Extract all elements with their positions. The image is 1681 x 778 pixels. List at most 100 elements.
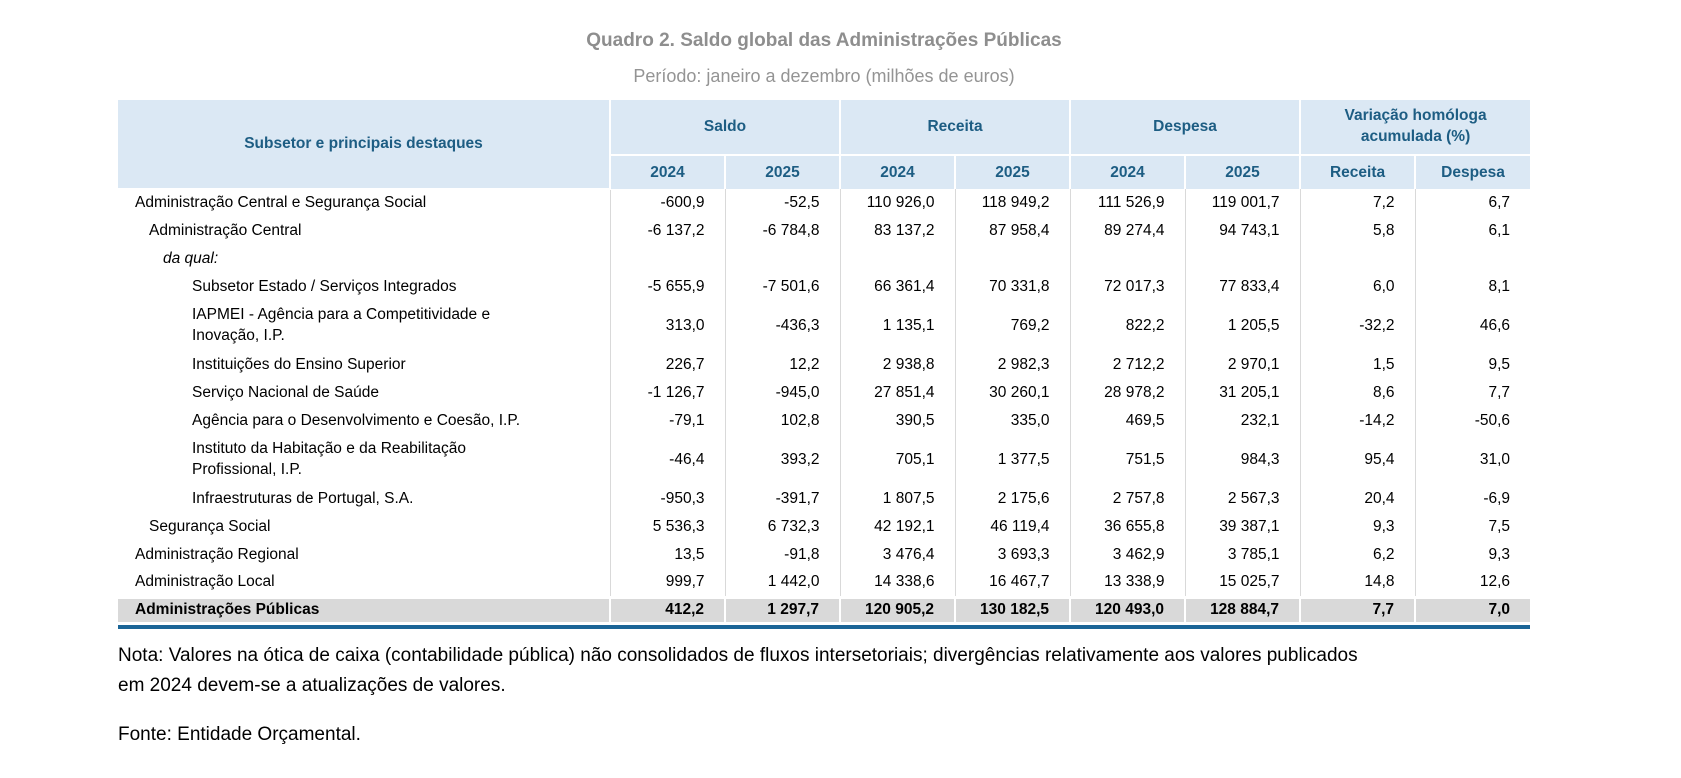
cell-value: 335,0: [955, 407, 1071, 435]
cell-value: 2 970,1: [1185, 351, 1301, 379]
cell-value: -6 137,2: [610, 217, 726, 245]
cell-value: 1 205,5: [1185, 301, 1301, 351]
saldo-global-table: Subsetor e principais destaques Saldo Re…: [118, 100, 1531, 622]
table-row: Administração Central -6 137,2 -6 784,8 83 …: [118, 217, 1531, 245]
table-subtitle: Período: janeiro a dezembro (milhões de …: [633, 66, 1015, 86]
cell-value: 412,2: [610, 595, 726, 622]
group-saldo: Saldo: [610, 100, 842, 156]
despesa-2025-header: 2025: [1185, 155, 1302, 189]
table-bottom-rule: [118, 625, 1530, 629]
cell-value: 1 135,1: [840, 301, 956, 351]
header-group-row: Subsetor e principais destaques Saldo Re…: [118, 100, 1531, 190]
cell-value: 6,0: [1300, 273, 1416, 301]
cell-value: -32,2: [1300, 301, 1416, 351]
cell-value: 7,7: [1300, 595, 1417, 622]
cell-value: 8,6: [1300, 379, 1416, 407]
cell-value: 7,7: [1415, 379, 1531, 407]
cell-value: 77 833,4: [1185, 273, 1301, 301]
group-despesa: Despesa: [1070, 100, 1302, 156]
table-header: Subsetor e principais destaques Saldo Re…: [118, 100, 1531, 190]
cell-value: 111 526,9: [1070, 189, 1186, 217]
table-row: Administração Regional 13,5 -91,8 3 476,4 3 …: [118, 541, 1531, 569]
cell-value: 128 884,7: [1185, 595, 1302, 622]
cell-value: 14,8: [1300, 569, 1416, 597]
cell-value: 15 025,7: [1185, 569, 1301, 597]
cell-value: 39 387,1: [1185, 513, 1301, 541]
cell-value: 110 926,0: [840, 189, 956, 217]
cell-value: -52,5: [725, 189, 841, 217]
cell-value: 769,2: [955, 301, 1071, 351]
cell-value: 13 338,9: [1070, 569, 1186, 597]
cell-value: 1 377,5: [955, 435, 1071, 485]
cell-value: 822,2: [1070, 301, 1186, 351]
cell-value: 3 785,1: [1185, 541, 1301, 569]
table-row: Segurança Social 5 536,3 6 732,3 42 192,1 46…: [118, 513, 1531, 541]
cell-value: [725, 245, 841, 273]
table-row: Instituições do Ensino Superior 226,7 12,2…: [118, 351, 1531, 379]
cell-value: 5,8: [1300, 217, 1416, 245]
cell-value: 390,5: [840, 407, 956, 435]
cell-value: 9,5: [1415, 351, 1531, 379]
cell-value: 6,1: [1415, 217, 1531, 245]
cell-value: -46,4: [610, 435, 726, 485]
total-row: Administrações Públicas 412,2 1 297,7 120 9…: [118, 595, 1531, 622]
corner-header: Subsetor e principais destaques: [118, 100, 611, 190]
saldo-2025-header: 2025: [725, 155, 842, 189]
cell-value: 87 958,4: [955, 217, 1071, 245]
row-label: Segurança Social: [118, 513, 611, 541]
cell-value: -600,9: [610, 189, 726, 217]
cell-value: 14 338,6: [840, 569, 956, 597]
cell-value: 9,3: [1300, 513, 1416, 541]
cell-value: -1 126,7: [610, 379, 726, 407]
cell-value: 36 655,8: [1070, 513, 1186, 541]
cell-value: 3 462,9: [1070, 541, 1186, 569]
row-label: Administração Local: [118, 569, 611, 597]
cell-value: 30 260,1: [955, 379, 1071, 407]
cell-value: 6,7: [1415, 189, 1531, 217]
table-row: Instituto da Habitação e da Reabilitação…: [118, 435, 1531, 485]
receita-2025-header: 2025: [955, 155, 1072, 189]
row-label: Administrações Públicas: [118, 595, 611, 622]
cell-value: 102,8: [725, 407, 841, 435]
cell-value: -91,8: [725, 541, 841, 569]
cell-value: 72 017,3: [1070, 273, 1186, 301]
cell-value: 2 175,6: [955, 485, 1071, 513]
cell-value: 226,7: [610, 351, 726, 379]
cell-value: -6 784,8: [725, 217, 841, 245]
cell-value: 3 693,3: [955, 541, 1071, 569]
cell-value: 42 192,1: [840, 513, 956, 541]
cell-value: -14,2: [1300, 407, 1416, 435]
cell-value: 119 001,7: [1185, 189, 1301, 217]
cell-value: 7,0: [1415, 595, 1531, 622]
cell-value: 3 476,4: [840, 541, 956, 569]
cell-value: 1 442,0: [725, 569, 841, 597]
cell-value: [955, 245, 1071, 273]
cell-value: 12,2: [725, 351, 841, 379]
header-year-row: 2024 2025 2024 2025 2024 2025 Receita De…: [118, 155, 1531, 189]
receita-2024-header: 2024: [840, 155, 957, 189]
cell-value: 120 493,0: [1070, 595, 1187, 622]
cell-value: 8,1: [1415, 273, 1531, 301]
cell-value: 705,1: [840, 435, 956, 485]
footnote: Nota: Valores na ótica de caixa (contabi…: [118, 645, 1358, 697]
cell-value: 46,6: [1415, 301, 1531, 351]
cell-value: 66 361,4: [840, 273, 956, 301]
row-label: Administração Central e Segurança Social: [118, 189, 611, 217]
cell-value: 70 331,8: [955, 273, 1071, 301]
cell-value: 5 536,3: [610, 513, 726, 541]
cell-value: 27 851,4: [840, 379, 956, 407]
cell-value: 313,0: [610, 301, 726, 351]
cell-value: 2 757,8: [1070, 485, 1186, 513]
cell-value: 6,2: [1300, 541, 1416, 569]
cell-value: -79,1: [610, 407, 726, 435]
cell-value: -391,7: [725, 485, 841, 513]
cell-value: -950,3: [610, 485, 726, 513]
table-row: da qual:: [118, 245, 1531, 273]
cell-value: 393,2: [725, 435, 841, 485]
cell-value: [1070, 245, 1186, 273]
cell-value: 1 807,5: [840, 485, 956, 513]
source-line: Fonte: Entidade Orçamental.: [118, 724, 361, 745]
cell-value: 118 949,2: [955, 189, 1071, 217]
group-receita: Receita: [840, 100, 1072, 156]
